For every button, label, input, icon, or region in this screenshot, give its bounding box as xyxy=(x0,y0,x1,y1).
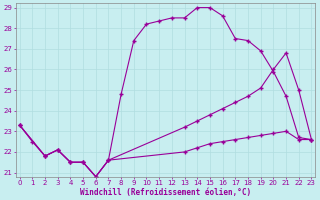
X-axis label: Windchill (Refroidissement éolien,°C): Windchill (Refroidissement éolien,°C) xyxy=(80,188,251,197)
